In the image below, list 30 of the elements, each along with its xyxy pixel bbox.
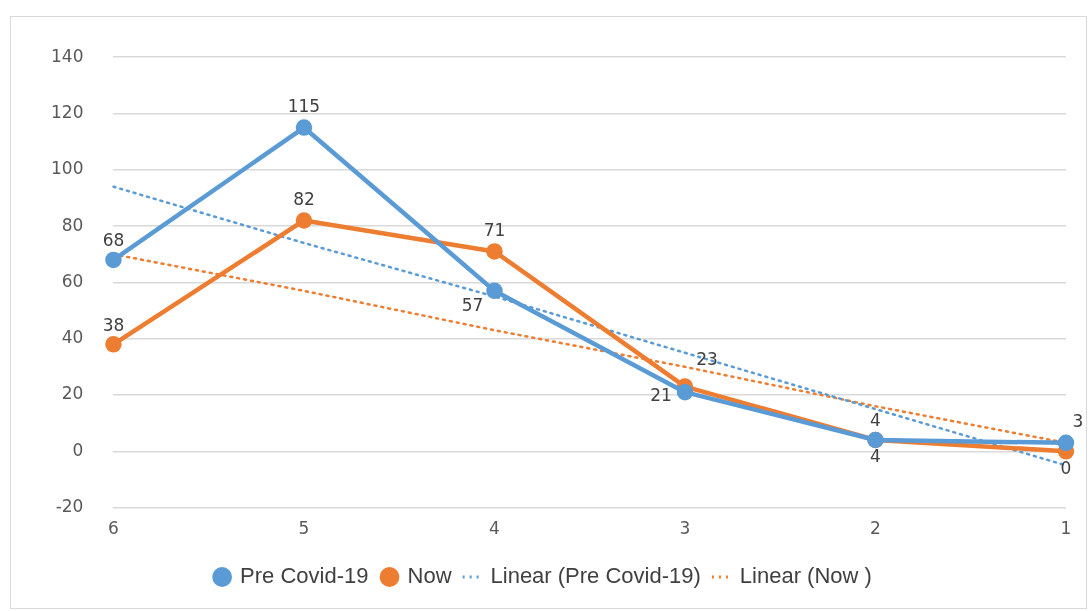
legend-label: Pre Covid-19 bbox=[240, 563, 369, 589]
y-tick-label: 120 bbox=[50, 101, 84, 122]
x-tick-label: 3 bbox=[679, 518, 691, 539]
y-tick-label: 100 bbox=[50, 158, 84, 179]
y-tick-label: 80 bbox=[61, 214, 84, 235]
data-label: 38 bbox=[102, 314, 125, 335]
data-label: 4 bbox=[870, 446, 881, 467]
y-tick-label: 140 bbox=[50, 45, 84, 66]
data-label: 68 bbox=[102, 230, 125, 251]
data-label: 115 bbox=[287, 96, 321, 116]
x-tick-label: 4 bbox=[489, 518, 500, 539]
data-label: 71 bbox=[483, 219, 506, 240]
legend-label: Now bbox=[407, 563, 452, 589]
x-tick-label: 1 bbox=[1060, 518, 1072, 539]
data-label: 3 bbox=[1072, 411, 1084, 432]
legend-label: Linear (Now ) bbox=[739, 563, 872, 589]
x-tick-label: 2 bbox=[870, 518, 881, 539]
data-label: 4 bbox=[870, 410, 881, 431]
legend-label: Linear (Pre Covid-19) bbox=[490, 563, 701, 589]
data-label: 0 bbox=[1060, 457, 1072, 478]
y-tick-label: 0 bbox=[72, 439, 84, 460]
data-label: 57 bbox=[461, 295, 484, 316]
y-tick-label: -20 bbox=[55, 496, 84, 517]
data-label: 82 bbox=[293, 188, 315, 209]
y-tick-label: 40 bbox=[61, 327, 84, 348]
y-tick-label: 60 bbox=[61, 270, 84, 291]
x-tick-label: 6 bbox=[108, 518, 119, 539]
y-tick-label: 20 bbox=[61, 383, 84, 404]
x-tick-label: 5 bbox=[298, 518, 310, 539]
data-label: 21 bbox=[650, 384, 672, 405]
